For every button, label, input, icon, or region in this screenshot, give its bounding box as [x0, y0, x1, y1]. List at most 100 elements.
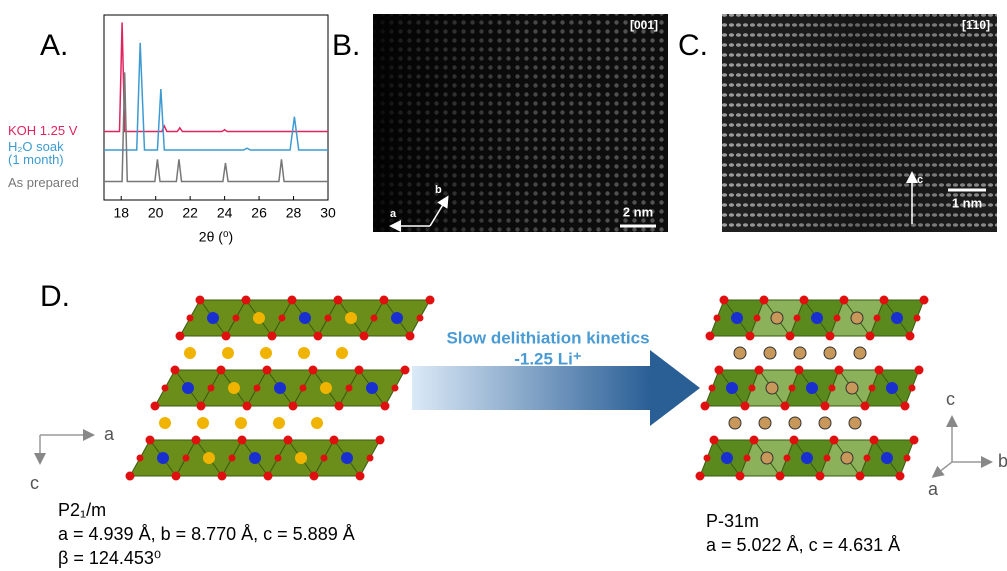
- axis-label: c: [917, 174, 923, 186]
- lithium-atom: [788, 416, 802, 430]
- oxygen-atom: [170, 365, 180, 375]
- oxygen-atom: [825, 331, 835, 341]
- metal-atom: [182, 382, 194, 394]
- oxygen-atom: [753, 314, 761, 322]
- oxygen-atom: [879, 295, 889, 305]
- oxygen-atom: [749, 435, 759, 445]
- oxygen-atom: [869, 435, 879, 445]
- tem-shade: [373, 14, 668, 232]
- zone-axis: [1̄10]: [962, 18, 990, 32]
- oxygen-atom: [370, 314, 378, 322]
- oxygen-atom: [232, 314, 240, 322]
- oxygen-atom: [759, 295, 769, 305]
- lithium-atom: [311, 417, 323, 429]
- metal-atom: [850, 311, 864, 325]
- xrd-pattern: [104, 72, 328, 183]
- axis-label: c: [30, 473, 39, 493]
- oxygen-atom: [308, 365, 318, 375]
- oxygen-atom: [391, 384, 399, 392]
- oxygen-atom: [919, 295, 929, 305]
- oxygen-atom: [366, 454, 374, 462]
- oxygen-atom: [708, 384, 716, 392]
- oxygen-atom: [207, 384, 215, 392]
- lithium-atom: [758, 416, 772, 430]
- metal-atom: [886, 382, 898, 394]
- reaction-arrow: [412, 366, 650, 410]
- metal-atom: [295, 452, 307, 464]
- oxygen-atom: [171, 471, 181, 481]
- x-tick-label: 28: [286, 205, 302, 221]
- oxygen-atom: [860, 401, 870, 411]
- zone-axis: [001]: [630, 18, 658, 32]
- oxygen-atom: [793, 314, 801, 322]
- oxygen-atom: [150, 401, 160, 411]
- metal-atom: [770, 311, 784, 325]
- lattice-params: a = 4.939 Å, b = 8.770 Å, c = 5.889 Å: [58, 524, 355, 544]
- lithium-atom: [793, 346, 807, 360]
- panel-label: B.: [332, 29, 360, 62]
- oxygen-atom: [783, 454, 791, 462]
- oxygen-atom: [175, 331, 185, 341]
- lithium-atom: [222, 347, 234, 359]
- metal-atom: [726, 382, 738, 394]
- metal-atom: [801, 452, 813, 464]
- oxygen-atom: [705, 331, 715, 341]
- oxygen-atom: [262, 365, 272, 375]
- oxygen-atom: [908, 384, 916, 392]
- lithium-atom: [823, 346, 837, 360]
- metal-atom: [731, 312, 743, 324]
- axis-label: b: [435, 184, 442, 196]
- x-tick-label: 22: [182, 205, 198, 221]
- scale-label: 2 nm: [623, 204, 653, 219]
- oxygen-atom: [263, 471, 273, 481]
- lithium-atom: [818, 416, 832, 430]
- legend-label: As prepared: [8, 175, 79, 190]
- oxygen-atom: [829, 435, 839, 445]
- panel-label: C.: [678, 29, 708, 62]
- x-tick-label: 30: [320, 205, 336, 221]
- metal-atom: [207, 312, 219, 324]
- xrd-pattern: [104, 42, 328, 151]
- lithium-atom: [197, 417, 209, 429]
- xrd-pattern: [104, 22, 328, 133]
- oxygen-atom: [873, 314, 881, 322]
- oxygen-atom: [379, 295, 389, 305]
- metal-atom: [345, 312, 357, 324]
- lithium-atom: [336, 347, 348, 359]
- oxygen-atom: [913, 314, 921, 322]
- metal-atom: [366, 382, 378, 394]
- x-axis-label: 2θ (⁰): [199, 229, 233, 245]
- oxygen-atom: [833, 314, 841, 322]
- oxygen-atom: [794, 365, 804, 375]
- space-group: P-31m: [706, 511, 759, 531]
- axis-arrow: [429, 195, 449, 227]
- arrow-text: Slow delithiation kinetics: [446, 328, 649, 347]
- oxygen-atom: [288, 401, 298, 411]
- metal-atom: [721, 452, 733, 464]
- x-tick-label: 18: [113, 205, 129, 221]
- oxygen-atom: [333, 295, 343, 305]
- oxygen-atom: [355, 471, 365, 481]
- lithium-atom: [235, 417, 247, 429]
- oxygen-atom: [695, 471, 705, 481]
- oxygen-atom: [237, 435, 247, 445]
- metal-atom: [881, 452, 893, 464]
- oxygen-atom: [329, 435, 339, 445]
- metal-atom: [840, 451, 854, 465]
- metal-atom: [249, 452, 261, 464]
- oxygen-atom: [125, 471, 135, 481]
- oxygen-atom: [740, 401, 750, 411]
- oxygen-atom: [789, 435, 799, 445]
- oxygen-atom: [186, 314, 194, 322]
- lithium-atom: [848, 416, 862, 430]
- reaction-arrowhead: [650, 350, 700, 426]
- oxygen-atom: [241, 295, 251, 305]
- space-group: P2₁/m: [58, 500, 106, 520]
- metal-atom: [765, 381, 779, 395]
- oxygen-atom: [425, 295, 435, 305]
- x-tick-label: 26: [251, 205, 267, 221]
- axis-label: c: [946, 389, 955, 409]
- oxygen-atom: [380, 401, 390, 411]
- metal-atom: [811, 312, 823, 324]
